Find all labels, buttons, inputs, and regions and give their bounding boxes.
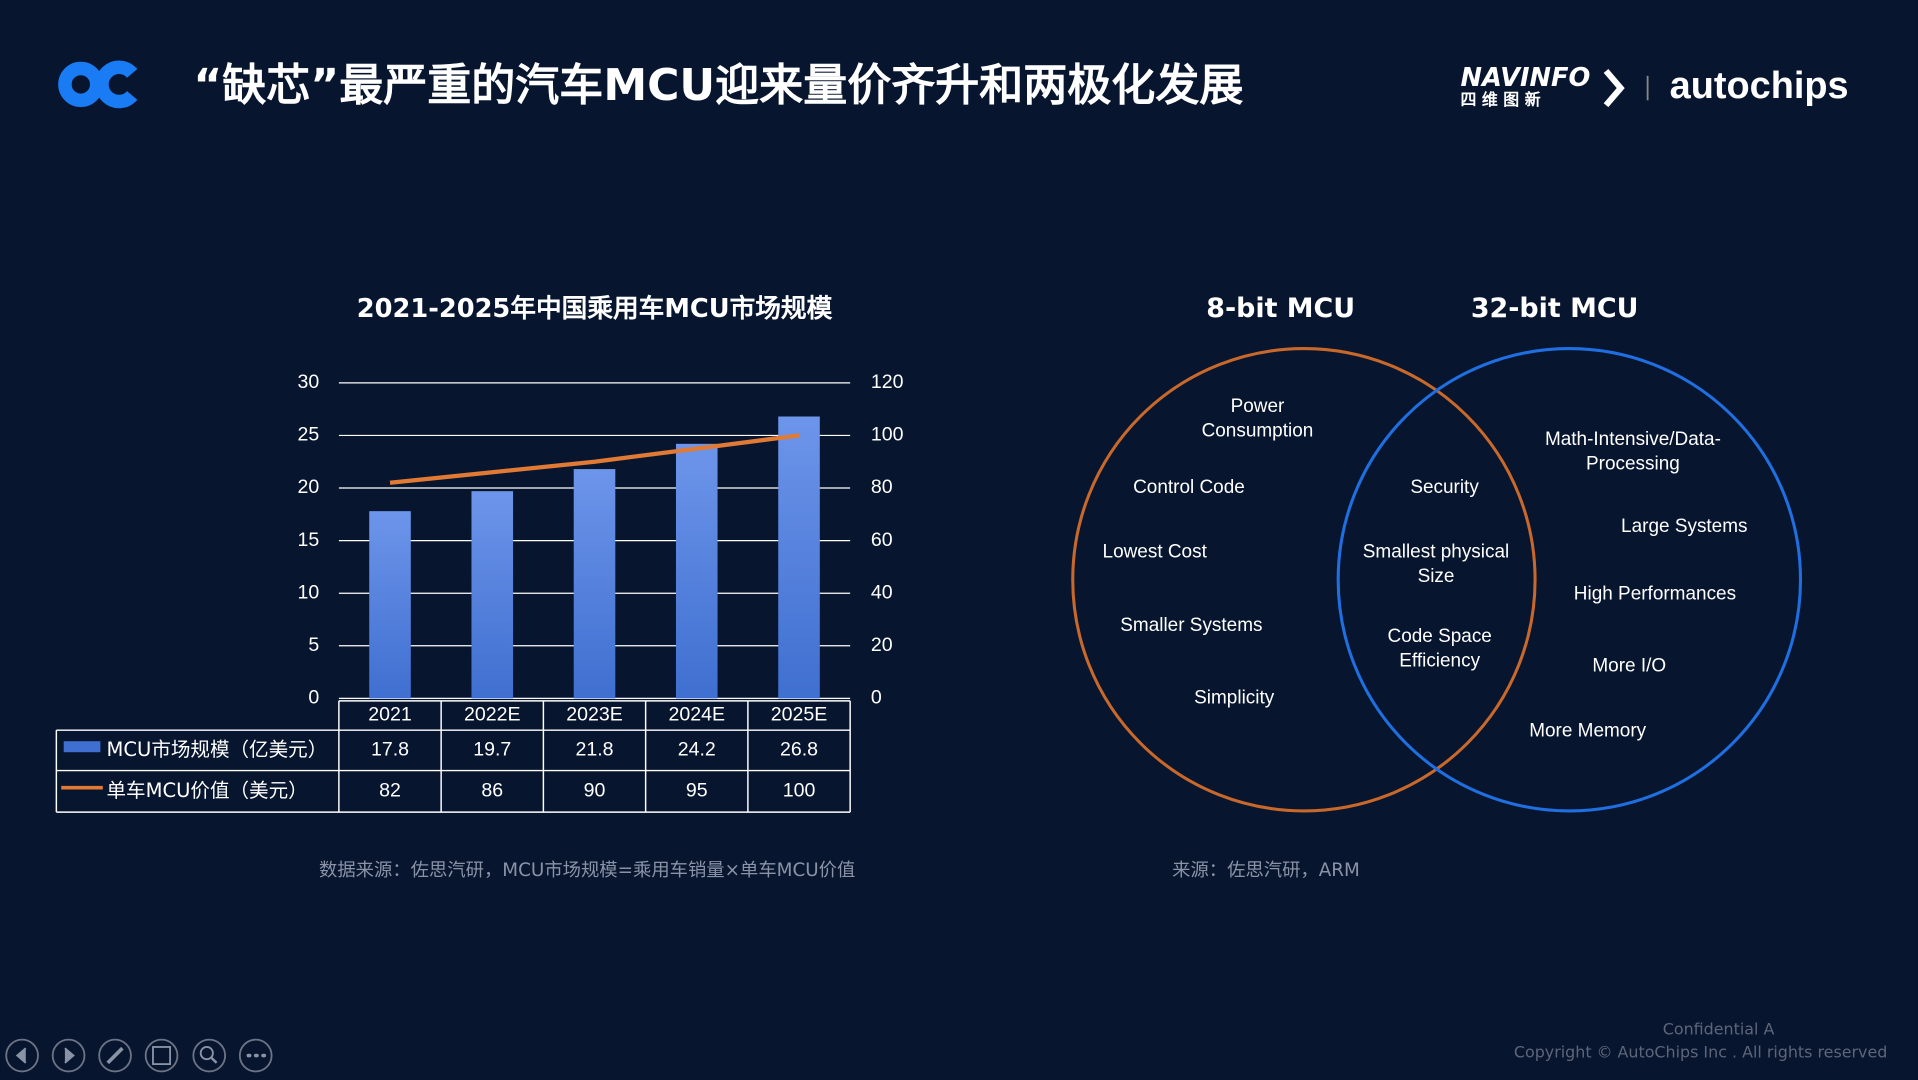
y2-tick-label: 20 [871,634,893,656]
navinfo-logo-cn: 四 维 图 新 [1460,90,1540,109]
autochips-logo: autochips [1670,65,1849,107]
table-value: 24.2 [678,739,716,761]
slide-title: “缺芯”最严重的汽车MCU迎来量价齐升和两极化发展 [193,60,1243,111]
legend-label: MCU市场规模（亿美元） [106,738,327,761]
slides-button[interactable] [144,1038,179,1073]
venn: 8-bit MCU 32-bit MCU Power Consumption C… [1071,293,1803,881]
venn-item: Smaller Systems [1120,615,1263,637]
venn-item: Smallest physical Size [1362,541,1510,588]
bar [778,416,820,699]
venn-item: Math-Intensive/Data-Processing [1544,429,1721,475]
zoom-button[interactable] [192,1038,227,1073]
y2-tick-label: 100 [871,424,904,446]
chart: 2021-2025年中国乘用车MCU市场规模 数据来源：佐思汽研，MCU市场规模… [55,293,904,881]
venn-item: Lowest Cost [1102,541,1207,563]
venn-circle-32bit [1336,347,1803,813]
prev-button[interactable] [5,1038,39,1073]
venn-source: 来源：佐思汽研，ARM [1172,860,1360,881]
legend-label: 单车MCU价值（美元） [106,779,307,802]
y2-tick-label: 40 [871,581,893,603]
y-tick-label: 30 [298,371,320,393]
copyright: Copyright © AutoChips Inc . All rights r… [1514,1043,1887,1062]
y-tick-label: 5 [308,634,319,656]
table-value: 95 [686,780,708,802]
table-value: 82 [379,780,401,802]
line [389,433,800,485]
x-tick-label: 2025E [771,704,828,726]
venn-right-title: 32-bit MCU [1471,293,1639,324]
venn-item: More Memory [1529,720,1647,742]
pen-button[interactable] [98,1038,132,1073]
bar [675,443,718,699]
chart-source: 数据来源：佐思汽研，MCU市场规模=乘用车销量×单车MCU价值 [319,860,855,881]
venn-item: Code Space Efficiency [1387,626,1492,672]
toolbar [5,1038,273,1073]
table-value: 21.8 [575,739,613,761]
navinfo-arrow [1603,68,1625,108]
table-value: 90 [584,780,606,802]
venn-item: Security [1410,477,1479,498]
table-value: 86 [481,780,503,802]
y-tick-label: 0 [308,687,319,709]
chart-title: 2021-2025年中国乘用车MCU市场规模 [357,293,833,324]
venn-circle-8bit [1071,347,1537,813]
x-tick-label: 2024E [669,704,726,726]
table-value: 100 [783,780,816,802]
confidential: Confidential A [1663,1019,1775,1038]
x-tick-label: 2022E [464,704,521,726]
y-tick-label: 20 [298,476,320,498]
y-tick-label: 10 [298,581,320,603]
venn-item: More I/O [1592,655,1667,677]
venn-item: High Performances [1573,583,1737,605]
oc-logo [58,60,138,109]
venn-item: Simplicity [1194,687,1275,709]
x-tick-label: 2023E [566,704,623,726]
y-tick-label: 25 [298,424,320,446]
bar [369,511,411,699]
venn-item: Large Systems [1621,516,1748,537]
y2-tick-label: 120 [871,371,904,393]
bar [471,491,514,699]
venn-item: Power Consumption [1201,396,1314,442]
navinfo-logo: NAVINFO [1460,63,1590,93]
y2-tick-label: 60 [871,529,893,551]
y2-tick-label: 0 [871,687,882,709]
legend-swatch [63,741,101,753]
bar [573,469,616,699]
venn-item: Control Code [1133,477,1245,498]
venn-left-title: 8-bit MCU [1206,293,1355,324]
y-tick-label: 15 [298,529,320,551]
x-tick-label: 2021 [368,704,411,726]
table-value: 19.7 [473,739,511,761]
next-button[interactable] [51,1038,86,1073]
table-value: 17.8 [371,739,409,761]
table-value: 26.8 [780,739,818,761]
more-button[interactable] [238,1038,273,1073]
y2-tick-label: 80 [871,476,893,498]
